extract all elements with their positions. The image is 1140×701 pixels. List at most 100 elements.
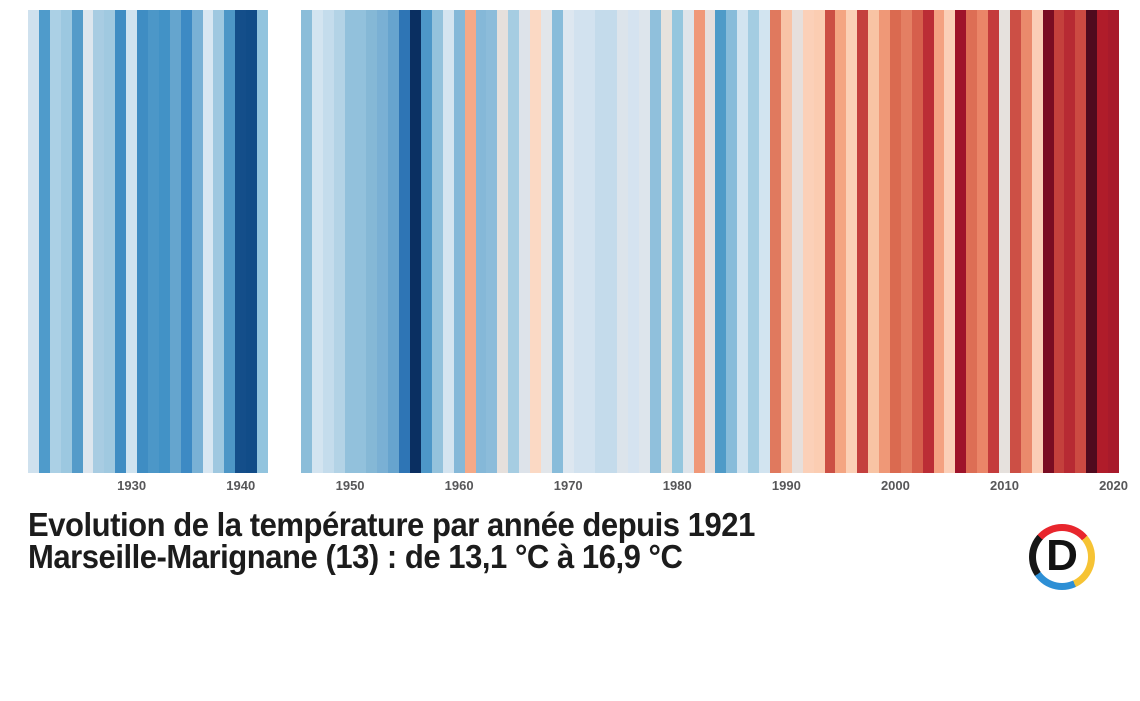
stripe-1924 xyxy=(60,10,72,473)
stripe-1970 xyxy=(562,10,574,473)
stripe-1988 xyxy=(759,10,770,473)
stripe-1981 xyxy=(682,10,694,473)
title-block: Evolution de la température par année de… xyxy=(28,506,968,575)
chart-title: Evolution de la température par année de… xyxy=(28,506,755,543)
stripe-2006 xyxy=(955,10,967,473)
stripe-1949 xyxy=(333,10,345,473)
stripe-1923 xyxy=(49,10,61,473)
stripe-2009 xyxy=(988,10,999,473)
stripe-2008 xyxy=(977,10,989,473)
stripe-1946 xyxy=(301,10,312,473)
stripe-1963 xyxy=(486,10,498,473)
stripe-1966 xyxy=(519,10,531,473)
stripe-1960 xyxy=(453,10,465,473)
tick-label-1980: 1980 xyxy=(662,478,692,493)
stripe-1922 xyxy=(38,10,50,473)
stripe-1941 xyxy=(246,10,258,473)
stripe-1997 xyxy=(857,10,869,473)
stripe-1998 xyxy=(868,10,880,473)
stripe-1940 xyxy=(235,10,247,473)
stripe-2017 xyxy=(1075,10,1087,473)
stripe-1992 xyxy=(802,10,814,473)
tick-label-1940: 1940 xyxy=(226,478,256,493)
tick-label-1990: 1990 xyxy=(771,478,801,493)
stripe-1978 xyxy=(650,10,661,473)
stripe-1969 xyxy=(551,10,563,473)
logo-letter: D xyxy=(1046,531,1078,580)
stripe-1987 xyxy=(748,10,760,473)
stripe-2000 xyxy=(889,10,901,473)
stripe-2019 xyxy=(1097,10,1109,473)
stripe-1938 xyxy=(213,10,225,473)
chart-subtitle: Marseille-Marignane (13) : de 13,1 °C à … xyxy=(28,538,683,575)
stripe-1979 xyxy=(660,10,672,473)
tick-label-2000: 2000 xyxy=(880,478,910,493)
stripe-2020 xyxy=(1108,10,1119,473)
stripe-1956 xyxy=(410,10,421,473)
stripe-1995 xyxy=(835,10,847,473)
tick-label-1930: 1930 xyxy=(117,478,147,493)
stripe-1985 xyxy=(726,10,738,473)
stripe-2018 xyxy=(1086,10,1098,473)
stripe-1947 xyxy=(311,10,323,473)
stripe-2002 xyxy=(911,10,923,473)
stripe-1937 xyxy=(202,10,214,473)
stripe-1931 xyxy=(137,10,148,473)
stripe-1990 xyxy=(780,10,792,473)
stripe-1939 xyxy=(224,10,236,473)
stripe-1958 xyxy=(431,10,443,473)
stripe-1984 xyxy=(715,10,727,473)
stripes-block-1921-1942 xyxy=(28,10,268,473)
stripe-1928 xyxy=(104,10,116,473)
stripe-1961 xyxy=(464,10,476,473)
stripe-1964 xyxy=(497,10,509,473)
tick-label-2020: 2020 xyxy=(1099,478,1128,493)
stripe-1936 xyxy=(191,10,203,473)
stripe-1954 xyxy=(388,10,400,473)
stripe-1959 xyxy=(442,10,454,473)
stripe-1974 xyxy=(606,10,618,473)
stripe-2012 xyxy=(1020,10,1032,473)
stripe-2015 xyxy=(1053,10,1065,473)
tick-label-1970: 1970 xyxy=(553,478,583,493)
tick-label-1960: 1960 xyxy=(444,478,474,493)
stripe-1934 xyxy=(169,10,181,473)
stripe-1982 xyxy=(693,10,705,473)
stripe-1976 xyxy=(628,10,640,473)
stripe-1925 xyxy=(71,10,83,473)
stripe-1968 xyxy=(540,10,552,473)
stripe-2010 xyxy=(999,10,1010,473)
stripe-1927 xyxy=(93,10,105,473)
tick-label-1950: 1950 xyxy=(335,478,365,493)
stripe-1973 xyxy=(595,10,607,473)
tick-label-2010: 2010 xyxy=(990,478,1019,493)
stripe-2013 xyxy=(1031,10,1043,473)
stripe-1932 xyxy=(147,10,159,473)
stripe-1921 xyxy=(28,10,39,473)
stripe-1977 xyxy=(639,10,650,473)
stripe-1951 xyxy=(355,10,367,473)
stripe-1989 xyxy=(769,10,781,473)
stripe-1933 xyxy=(158,10,170,473)
stripe-1983 xyxy=(704,10,716,473)
stripe-2014 xyxy=(1042,10,1054,473)
stripe-1986 xyxy=(737,10,749,473)
stripe-2016 xyxy=(1064,10,1076,473)
stripe-2004 xyxy=(933,10,945,473)
stripe-1962 xyxy=(475,10,487,473)
stripe-1957 xyxy=(420,10,432,473)
logo-ring-icon xyxy=(1029,524,1095,590)
stripe-1999 xyxy=(879,10,890,473)
stripe-1993 xyxy=(813,10,825,473)
stripe-1991 xyxy=(791,10,803,473)
stripe-1952 xyxy=(366,10,378,473)
stripe-1929 xyxy=(115,10,127,473)
stripe-2003 xyxy=(922,10,934,473)
stripe-2007 xyxy=(966,10,978,473)
stripe-1950 xyxy=(344,10,356,473)
stripe-1996 xyxy=(846,10,858,473)
stripes-block-1946-2020 xyxy=(301,10,1119,473)
stripe-2005 xyxy=(944,10,956,473)
stripe-1971 xyxy=(573,10,585,473)
